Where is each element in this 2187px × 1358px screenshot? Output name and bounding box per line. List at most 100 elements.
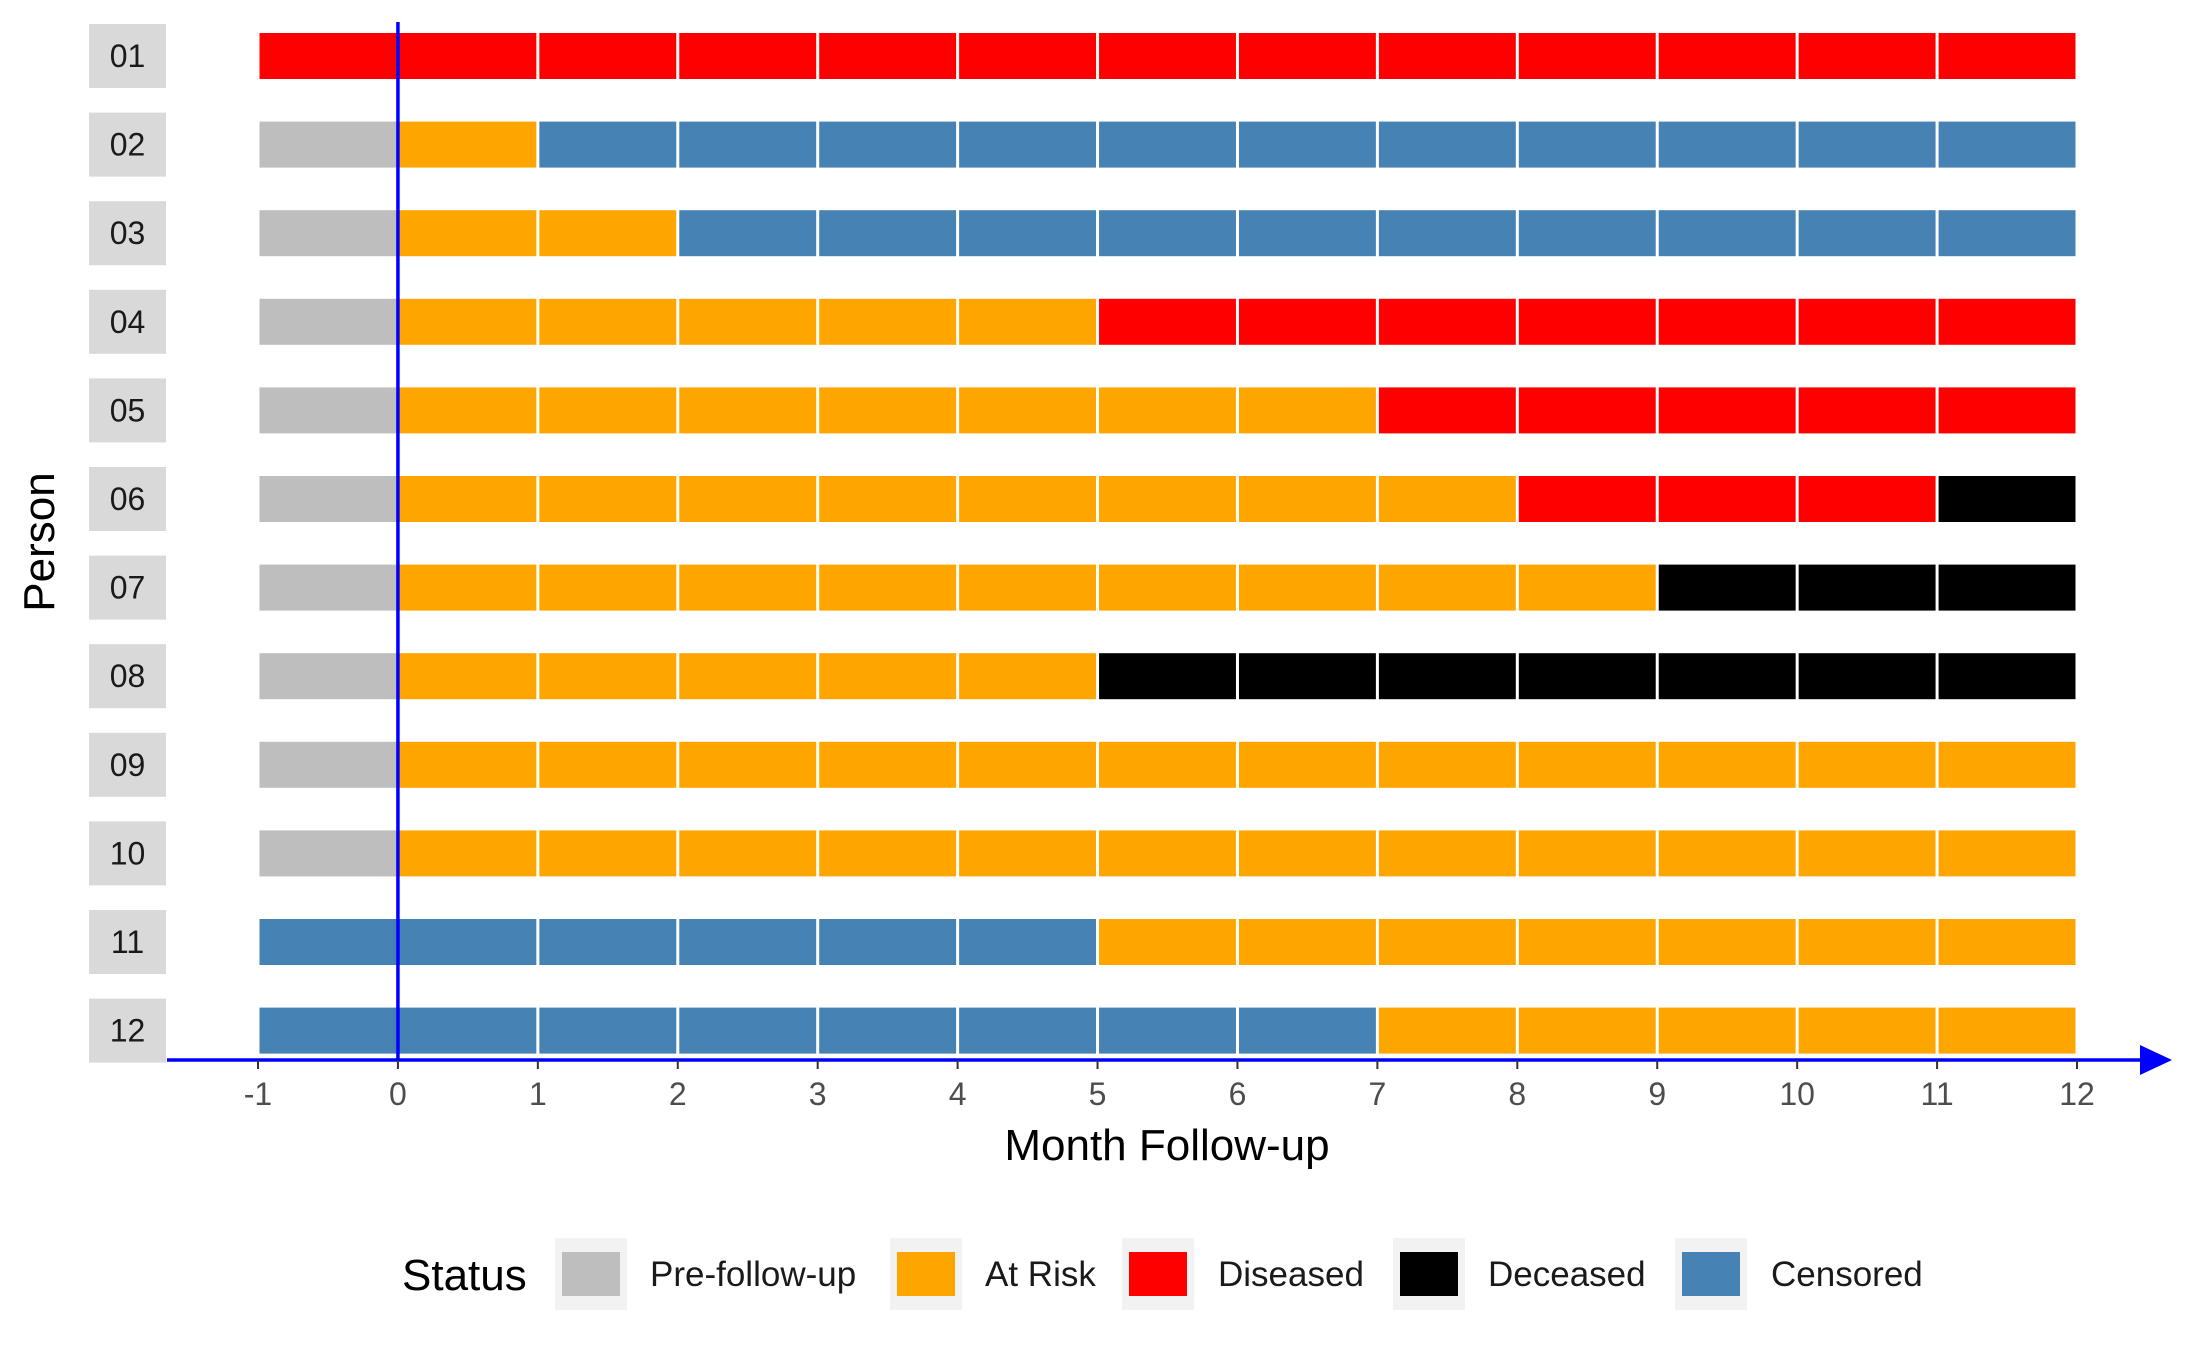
bar-segment (399, 387, 537, 434)
x-tick-label: 5 (1089, 1076, 1107, 1112)
bar-segment (1099, 564, 1236, 611)
bar-segment (259, 298, 397, 345)
bar-segment (819, 121, 957, 168)
person-label-box (89, 998, 166, 1063)
person-row: 05 (89, 378, 2076, 443)
rows-layer: 01 02 03 04 05 06 07 08 09 10 11 12 (89, 24, 2076, 1063)
bar-segment (1378, 1007, 1516, 1054)
bar-segment (1378, 33, 1516, 79)
bar-segment (679, 476, 817, 522)
legend-label: Censored (1771, 1255, 1923, 1294)
bar-segment (1238, 387, 1376, 434)
bar-segment (819, 387, 957, 434)
bar-segment (1938, 33, 2076, 79)
x-tick-label: 6 (1229, 1076, 1247, 1112)
bar-segment (539, 830, 677, 877)
bar-segment (539, 653, 677, 700)
legend-item: Deceased (1393, 1238, 1646, 1310)
bar-segment (1099, 919, 1236, 965)
bar-segment (679, 653, 817, 700)
x-tick-label: -1 (244, 1076, 272, 1112)
bar-segment (1938, 830, 2076, 877)
person-label-box (89, 821, 166, 886)
bar-segment (1798, 919, 1936, 965)
bar-segment (1798, 476, 1936, 522)
person-label: 04 (110, 304, 146, 340)
person-label-box (89, 910, 166, 974)
bar-segment (819, 1007, 957, 1054)
bar-segment (1938, 1007, 2076, 1054)
bar-segment (539, 33, 677, 79)
legend-label: Deceased (1488, 1255, 1646, 1294)
bar-segment (1798, 653, 1936, 700)
bar-segment (1658, 1007, 1796, 1054)
bar-segment (1938, 653, 2076, 700)
bar-segment (1099, 830, 1236, 877)
bar-segment (259, 387, 397, 434)
bar-segment (1238, 33, 1376, 79)
x-tick-label: 0 (389, 1076, 407, 1112)
legend-item: Pre-follow-up (555, 1238, 856, 1310)
bar-segment (259, 210, 397, 257)
bar-segment (959, 121, 1097, 168)
bar-segment (819, 830, 957, 877)
bar-segment (1378, 653, 1516, 700)
y-axis-title: Person (15, 472, 64, 611)
legend-label: Diseased (1218, 1255, 1364, 1294)
person-row: 01 (89, 24, 2076, 88)
person-row: 10 (89, 821, 2076, 886)
x-tick-label: 12 (2059, 1076, 2095, 1112)
bar-segment (1658, 387, 1796, 434)
x-tick-label: 1 (529, 1076, 547, 1112)
bar-segment (959, 741, 1097, 788)
bar-segment (1099, 121, 1236, 168)
bar-segment (259, 830, 397, 877)
bar-segment (1378, 830, 1516, 877)
x-tick-label: 10 (1779, 1076, 1815, 1112)
bar-segment (819, 476, 957, 522)
bar-segment (1938, 564, 2076, 611)
bar-segment (399, 1007, 537, 1054)
bar-segment (1658, 33, 1796, 79)
legend-swatch (897, 1252, 955, 1296)
bar-segment (1378, 298, 1516, 345)
bar-segment (1798, 210, 1936, 257)
bar-segment (1238, 564, 1376, 611)
bar-segment (539, 121, 677, 168)
bar-segment (1238, 298, 1376, 345)
bar-segment (1658, 830, 1796, 877)
bar-segment (959, 298, 1097, 345)
bar-segment (1518, 564, 1656, 611)
person-row: 09 (89, 732, 2076, 797)
bar-segment (259, 919, 397, 965)
bar-segment (1658, 298, 1796, 345)
bar-segment (959, 919, 1097, 965)
bar-segment (399, 564, 537, 611)
legend-item: Censored (1675, 1238, 1923, 1310)
bar-segment (1099, 1007, 1236, 1054)
person-row: 12 (89, 998, 2076, 1063)
person-label-box (89, 732, 166, 797)
bar-segment (679, 387, 817, 434)
bar-segment (1518, 298, 1656, 345)
bar-segment (399, 741, 537, 788)
person-row: 06 (89, 467, 2076, 531)
person-label-box (89, 467, 166, 531)
bar-segment (1938, 476, 2076, 522)
bar-segment (399, 121, 537, 168)
bar-segment (679, 830, 817, 877)
person-label-box (89, 24, 166, 88)
bar-segment (259, 741, 397, 788)
bar-segment (1518, 476, 1656, 522)
bar-segment (1938, 741, 2076, 788)
bar-segment (1378, 210, 1516, 257)
bar-segment (679, 564, 817, 611)
person-label-box (89, 289, 166, 354)
bar-segment (259, 1007, 397, 1054)
bar-segment (1658, 741, 1796, 788)
bar-segment (1518, 830, 1656, 877)
bar-segment (1798, 741, 1936, 788)
bar-segment (539, 919, 677, 965)
person-label: 05 (110, 392, 146, 428)
bar-segment (1798, 564, 1936, 611)
